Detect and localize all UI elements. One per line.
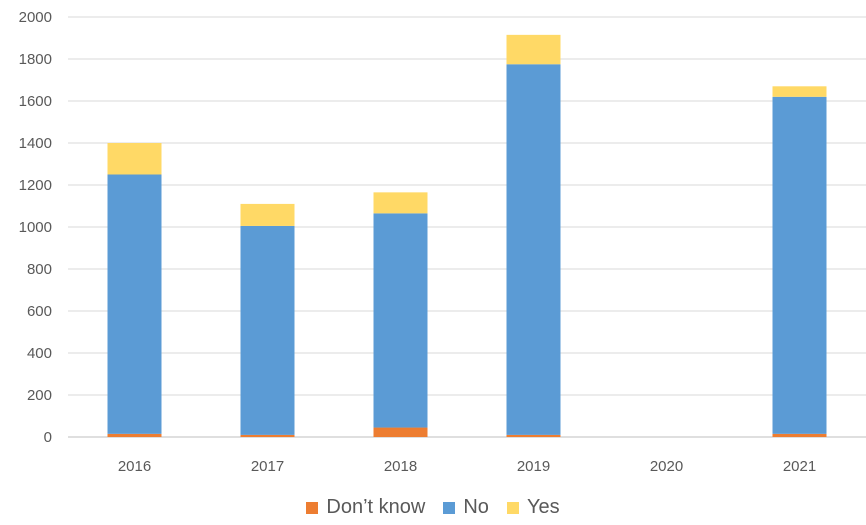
bar-segment-no-2019 [506, 64, 561, 435]
y-tick-label: 200 [27, 387, 52, 404]
bar-segment-yes-2021 [772, 86, 827, 97]
y-tick-label: 400 [27, 345, 52, 362]
x-tick-label: 2018 [384, 458, 417, 475]
y-tick-label: 800 [27, 261, 52, 278]
bar-segment-no-2021 [772, 96, 827, 434]
x-tick-label: 2021 [783, 458, 816, 475]
y-tick-label: 1400 [19, 135, 52, 152]
x-tick-label: 2017 [251, 458, 284, 475]
y-tick-label: 1000 [19, 219, 52, 236]
bar-segment-dont-know-2016 [107, 433, 162, 437]
x-tick-label: 2020 [650, 458, 683, 475]
y-tick-label: 1800 [19, 51, 52, 68]
y-axis: 0 200 400 600 800 1000 1200 1400 1600 1800 2000 [19, 9, 52, 446]
chart-plot: 0 200 400 600 800 1000 1200 1400 1600 1800 2000 20… [19, 9, 866, 475]
legend-item-dont-know: Don’t know [306, 496, 425, 519]
x-tick-label: 2016 [118, 458, 151, 475]
bar-segment-dont-know-2021 [772, 433, 827, 437]
y-tick-label: 1600 [19, 93, 52, 110]
legend-item-no: No [443, 496, 489, 519]
legend-swatch-dont-know [306, 501, 319, 514]
bar-segment-yes-2019 [506, 34, 561, 65]
y-tick-label: 600 [27, 303, 52, 320]
legend-swatch-no [443, 501, 456, 514]
legend-label-yes: Yes [526, 496, 560, 518]
bar-segment-no-2016 [107, 174, 162, 434]
legend-item-yes: Yes [506, 496, 560, 519]
y-tick-label: 0 [44, 429, 52, 446]
bar-segment-no-2017 [240, 225, 295, 435]
bar-segment-yes-2016 [107, 143, 162, 175]
bar-segment-dont-know-2019 [506, 434, 561, 437]
legend-label-no: No [463, 496, 489, 518]
y-tick-label: 2000 [19, 9, 52, 26]
bars [107, 34, 827, 437]
bar-segment-dont-know-2017 [240, 434, 295, 437]
bar-segment-dont-know-2018 [373, 427, 428, 437]
x-tick-label: 2019 [517, 458, 550, 475]
y-tick-label: 1200 [19, 177, 52, 194]
gridlines [68, 16, 866, 438]
legend: Don’t know No Yes [0, 496, 866, 519]
legend-label-dont-know: Don’t know [326, 496, 426, 518]
bar-segment-no-2018 [373, 213, 428, 428]
bar-segment-yes-2018 [373, 192, 428, 214]
x-axis: 2016 2017 2018 2019 2020 2021 [118, 458, 816, 475]
legend-swatch-yes [506, 501, 519, 514]
bar-segment-yes-2017 [240, 203, 295, 226]
